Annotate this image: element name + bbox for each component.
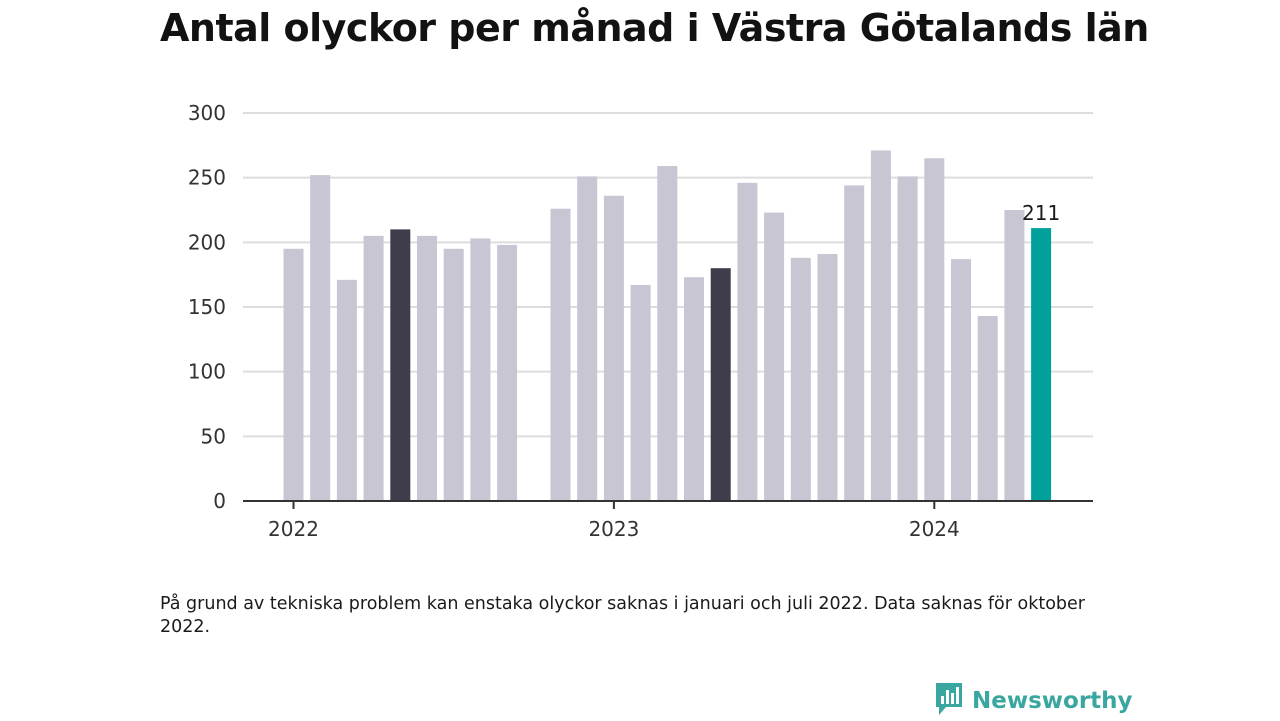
bar-2024-05 [1031, 228, 1052, 501]
x-tick-label-2024: 2024 [909, 517, 960, 541]
bar-2023-12 [897, 176, 918, 501]
bar-2023-01 [603, 195, 624, 502]
bar-2022-05 [390, 229, 411, 501]
newsworthy-logo-icon [934, 681, 964, 721]
bar-2023-06 [737, 182, 758, 501]
newsworthy-brand[interactable]: Newsworthy [934, 682, 1133, 720]
bar-2022-09 [497, 244, 518, 502]
bar-2024-02 [951, 259, 971, 501]
y-tick-label: 200 [188, 230, 226, 254]
bar-2022-11 [550, 208, 571, 501]
x-tick-label-2023: 2023 [588, 517, 639, 541]
bar-2022-06 [417, 235, 437, 501]
bar-2022-07 [443, 248, 464, 501]
bar-2023-03 [657, 166, 678, 501]
bar-2022-01 [283, 248, 304, 501]
x-tick-label-2022: 2022 [268, 517, 319, 541]
bars [283, 150, 1052, 502]
bar-2023-11 [870, 150, 891, 502]
bar-2022-08 [470, 238, 491, 501]
y-tick-label: 250 [188, 166, 226, 190]
bar-2022-02 [310, 175, 331, 501]
y-tick-label: 300 [188, 101, 226, 125]
bar-2024-04 [1004, 210, 1025, 501]
bar-chart: 0 50 100 150 200 250 300 2022 2023 2024 211 [188, 101, 1093, 541]
bar-2023-08 [790, 257, 811, 501]
bar-2022-03 [336, 279, 357, 501]
bar-2023-09 [817, 253, 838, 501]
y-tick-label: 0 [213, 489, 226, 513]
bar-2022-04 [363, 235, 384, 501]
bar-2023-02 [630, 285, 651, 501]
y-tick-label: 50 [201, 424, 226, 448]
bar-2023-04 [684, 277, 704, 501]
y-tick-label: 100 [188, 360, 226, 384]
bar-2023-07 [764, 212, 785, 501]
axes [243, 500, 1093, 509]
labels: 0 50 100 150 200 250 300 2022 2023 2024 211 [188, 101, 1060, 541]
bar-2024-03 [977, 316, 998, 501]
bar-2022-12 [577, 176, 598, 501]
bar-2024-01 [924, 158, 945, 501]
bar-2023-05 [710, 268, 731, 501]
chart-title: Antal olyckor per månad i Västra Götalan… [160, 6, 1149, 50]
footnote: På grund av tekniska problem kan enstaka… [160, 594, 1085, 637]
bar-2023-10 [844, 185, 865, 501]
data-label: 211 [1022, 201, 1060, 225]
brand-name: Newsworthy [972, 688, 1133, 714]
y-tick-label: 150 [188, 295, 226, 319]
